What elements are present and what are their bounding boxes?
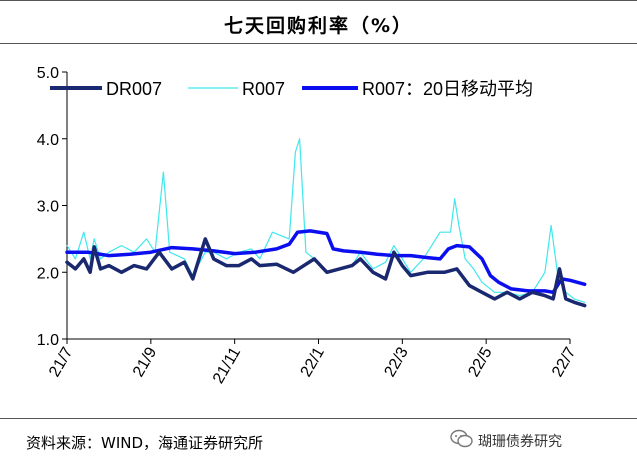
legend-label-2: R007：20日移动平均 bbox=[362, 79, 533, 99]
legend-label-0: DR007 bbox=[106, 79, 162, 99]
chart-title: 七天回购利率（%） bbox=[223, 15, 414, 37]
legend-label-1: R007 bbox=[242, 79, 285, 99]
series-line-0 bbox=[65, 237, 587, 308]
x-tick-label: 22/7 bbox=[549, 344, 579, 380]
source-bar: 资料来源：WIND，海通证券研究所 瑚珊债券研究 bbox=[0, 418, 637, 462]
y-tick-label: 2.0 bbox=[37, 265, 59, 282]
series-line-2 bbox=[65, 229, 587, 295]
x-tick-label: 21/11 bbox=[210, 344, 244, 386]
x-tick-label: 22/3 bbox=[382, 344, 412, 380]
y-tick-label: 5.0 bbox=[37, 65, 59, 82]
axes: 1.0 2.0 3.0 4.0 5.0 21/7 21/9 21/11 22/1 22/3 22/5… bbox=[37, 65, 580, 387]
legend: DR007 R007 R007：20日移动平均 bbox=[50, 79, 533, 99]
x-tick-label: 22/1 bbox=[298, 344, 328, 380]
x-tick-label: 21/9 bbox=[130, 344, 160, 380]
line-chart: 1.0 2.0 3.0 4.0 5.0 21/7 21/9 21/11 22/1 22/3 22/5… bbox=[37, 65, 587, 387]
y-tick-label: 4.0 bbox=[37, 132, 59, 149]
watermark-text: 瑚珊债券研究 bbox=[478, 434, 562, 450]
series-group bbox=[65, 138, 587, 308]
series-line-1 bbox=[66, 138, 586, 303]
x-tick-label: 21/7 bbox=[46, 344, 76, 380]
source-note: 资料来源：WIND，海通证券研究所 bbox=[26, 434, 264, 452]
y-tick-label: 3.0 bbox=[37, 199, 59, 216]
title-bar: 七天回购利率（%） bbox=[0, 0, 637, 44]
y-tick-label: 1.0 bbox=[37, 332, 59, 349]
wechat-icon bbox=[450, 429, 473, 448]
x-tick-label: 22/5 bbox=[465, 344, 495, 380]
